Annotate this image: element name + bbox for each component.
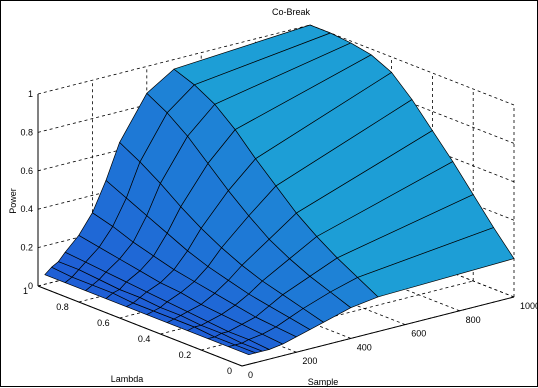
x-tick-label: 0 — [248, 370, 253, 380]
z-tick-label: 1 — [28, 89, 33, 99]
chart-title: Co-Break — [272, 7, 311, 17]
z-tick-label: 0.4 — [20, 204, 33, 214]
x-tick-label: 400 — [357, 342, 372, 352]
x-tick-label: 600 — [411, 329, 426, 339]
axis-layer — [37, 94, 515, 367]
x-tick-label: 200 — [302, 356, 317, 366]
y-axis-line — [37, 285, 243, 367]
z-axis-label: Power — [8, 188, 18, 214]
grid-line — [201, 280, 474, 351]
y-tick-label: 0.6 — [97, 318, 110, 328]
x-tick-label: 1000 — [520, 301, 538, 311]
grid-line — [37, 24, 311, 95]
y-tick-label: 0 — [227, 366, 232, 376]
z-tick-label: 0 — [28, 281, 33, 291]
y-tick-label: 0.8 — [56, 302, 69, 312]
surface-layer — [44, 24, 515, 356]
surface-patch — [357, 227, 515, 298]
y-axis-label: Lambda — [111, 374, 144, 384]
y-tick-label: 0.2 — [179, 350, 192, 360]
x-axis-label: Sample — [308, 377, 339, 387]
x-tick-label: 800 — [466, 315, 481, 325]
z-tick-label: 0.8 — [20, 127, 33, 137]
y-tick-label: 0.4 — [138, 334, 151, 344]
z-tick-label: 0.6 — [20, 166, 33, 176]
grid-line — [309, 24, 515, 106]
z-tick-label: 0.2 — [20, 243, 33, 253]
y-tick-label: 1 — [23, 286, 28, 296]
x-axis-line — [241, 296, 515, 367]
